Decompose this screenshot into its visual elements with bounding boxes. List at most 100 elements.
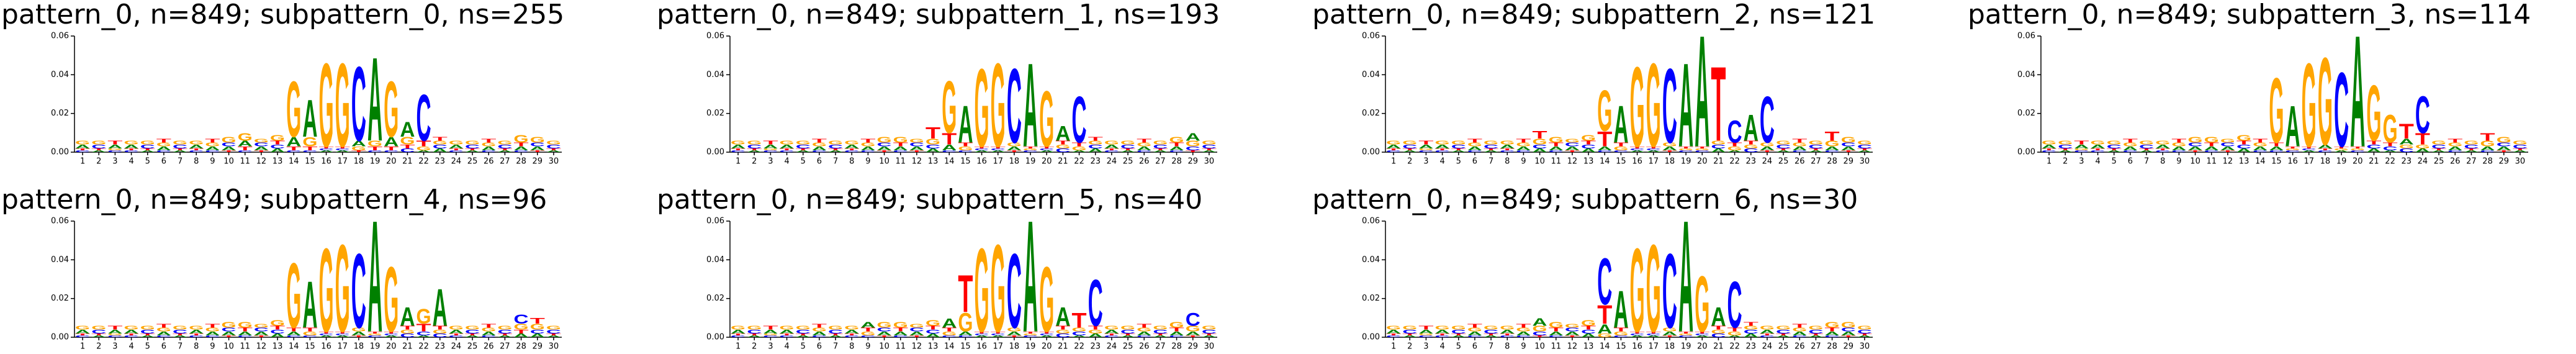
logo-letter: T [1007, 335, 1022, 338]
logo-letter: G [942, 65, 957, 149]
logo-letter: T [1120, 333, 1135, 336]
logo-letter: A [254, 145, 269, 152]
logo-letter: C [302, 335, 317, 338]
logo-letter: T [1549, 327, 1564, 333]
logo-letter: T [812, 138, 827, 144]
logo-letter: C [1549, 335, 1564, 338]
logo-letter: G [1153, 325, 1168, 331]
x-tick-label: 16 [976, 342, 987, 352]
logo-letter: C [2334, 51, 2349, 170]
logo-letter: T [481, 138, 497, 144]
logo-letter: C [124, 335, 139, 338]
logo-letter: T [1597, 301, 1612, 330]
x-tick-label: 21 [402, 157, 413, 166]
logo-letter: A [286, 330, 301, 337]
logo-letter: T [319, 146, 334, 149]
logo-letter: T [860, 138, 876, 144]
logo-letter: T [1678, 331, 1693, 334]
logo-letter: T [1484, 148, 1498, 151]
logo-letter: A [2042, 143, 2056, 150]
logo-letter: A [1549, 330, 1564, 337]
logo-letter: G [1386, 140, 1401, 146]
logo-letter: A [1467, 330, 1482, 337]
logo-letter: A [1451, 150, 1466, 153]
logo-letter: C [2513, 143, 2528, 150]
logo-letter: G [1597, 79, 1612, 144]
x-tick-label: 14 [944, 157, 955, 166]
logo-letter: G [1088, 140, 1103, 146]
logo-letter: C [1435, 150, 1450, 153]
x-tick-label: 12 [1567, 342, 1578, 352]
logo-letter: A [400, 118, 415, 142]
x-tick-label: 19 [1025, 342, 1036, 352]
logo-letter: A [1055, 302, 1070, 332]
logo-letter: C [877, 327, 892, 333]
logo-letter: A [1792, 330, 1807, 337]
logo-letter: C [1007, 232, 1022, 351]
x-tick-label: 7 [178, 342, 182, 352]
logo-letter: G [1007, 327, 1022, 333]
logo-letter: T [1500, 333, 1515, 336]
logo-letter: A [335, 150, 350, 153]
logo-letter: T [107, 325, 123, 331]
logo-letter: A [302, 267, 317, 342]
logo-letter: T [1776, 333, 1791, 336]
logo-letter: A [1727, 150, 1742, 153]
logo-letter: G [2431, 140, 2446, 146]
y-tick-label: 0.02 [706, 109, 724, 118]
logo-letter: G [417, 305, 431, 329]
logo-letter: C [1711, 332, 1726, 338]
x-tick-label: 22 [418, 157, 429, 166]
logo-letter: A [91, 150, 106, 153]
x-tick-label: 12 [256, 342, 267, 352]
logo-letter: A [465, 335, 480, 338]
logo-letter: A [1776, 150, 1791, 153]
x-tick-label: 12 [912, 157, 922, 166]
logo-letter: T [481, 323, 497, 329]
logo-letter: T [1402, 333, 1417, 336]
logo-letter: T [546, 333, 561, 336]
logo-letter: T [780, 333, 795, 336]
logo-letter: C [1565, 142, 1580, 148]
x-tick-label: 23 [435, 157, 445, 166]
x-tick-label: 8 [1505, 342, 1510, 352]
x-tick-label: 21 [1713, 157, 1724, 166]
logo-letter: T [991, 146, 1006, 149]
x-tick-label: 23 [1745, 157, 1756, 166]
x-tick-label: 21 [402, 342, 413, 352]
x-tick-label: 24 [1107, 157, 1117, 166]
logo-letter: G [844, 140, 859, 146]
logo-letter: T [530, 317, 545, 325]
chart-title: pattern_0, n=849; subpattern_1, ns=193 [657, 0, 1220, 30]
x-tick-label: 18 [354, 342, 364, 352]
logo-letter: G [2188, 136, 2203, 145]
x-tick-label: 19 [370, 157, 381, 166]
x-tick-label: 4 [784, 157, 789, 166]
logo-letter: C [270, 329, 285, 335]
logo-letter: A [1120, 335, 1135, 338]
x-tick-label: 25 [1123, 157, 1133, 166]
logo-letter: T [1792, 138, 1808, 144]
logo-letter: G [1581, 134, 1596, 142]
logo-letter: C [893, 150, 908, 153]
logo-letter: T [156, 323, 172, 329]
logo-letter: G [2302, 39, 2317, 172]
x-tick-label: 23 [2401, 157, 2412, 166]
x-tick-label: 23 [435, 342, 445, 352]
logo-letter: C [1104, 150, 1119, 153]
logo-letter: G [909, 138, 924, 144]
y-tick-label: 0.02 [51, 109, 69, 118]
logo-letter: G [2497, 136, 2511, 145]
logo-letter: C [2042, 150, 2056, 153]
logo-letter: C [909, 142, 924, 148]
logo-letter: C [351, 232, 366, 351]
x-tick-label: 22 [1729, 342, 1740, 352]
logo-letter: A [124, 329, 139, 335]
logo-letter: G [156, 327, 171, 333]
logo-letter: A [367, 187, 382, 354]
logo-letter: T [433, 136, 448, 142]
logo-letter: A [449, 329, 464, 335]
logo-letter: T [1039, 146, 1054, 149]
x-tick-label: 23 [1090, 342, 1101, 352]
x-tick-label: 2 [96, 342, 101, 352]
